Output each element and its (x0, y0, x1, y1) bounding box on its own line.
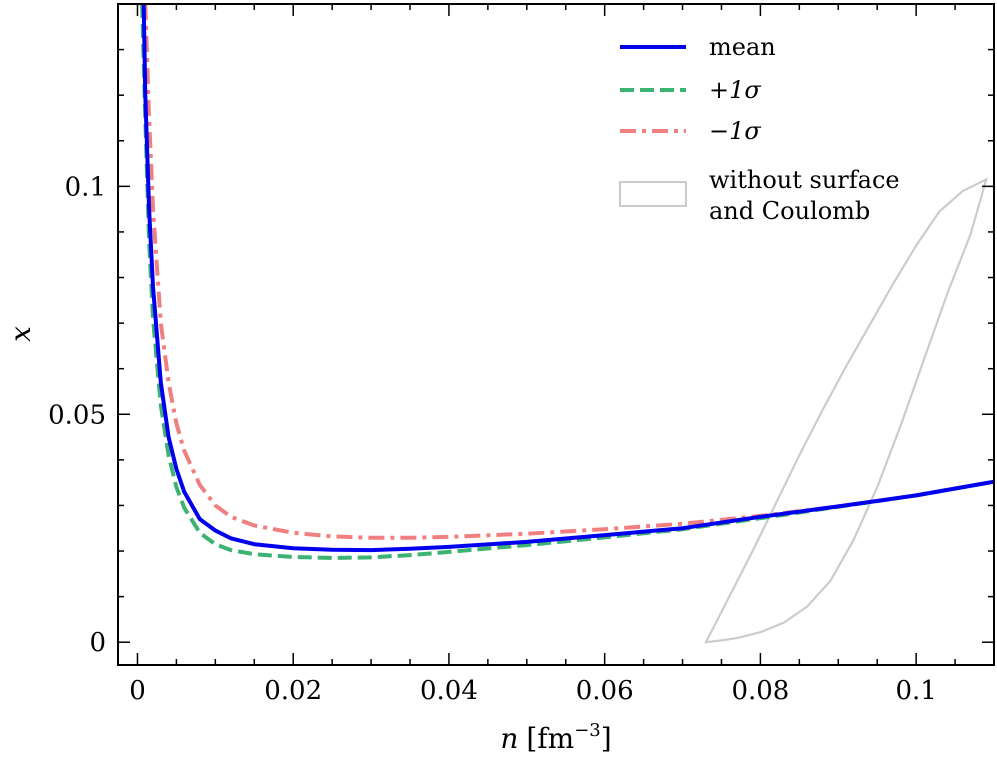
plot-area (140, 4, 994, 644)
x-axis-label-var: n (500, 722, 518, 755)
x-axis-label-unit: [fm (526, 722, 574, 755)
series-line-minus-1-sigma (143, 4, 994, 540)
x-tick-label: 0.1 (895, 676, 936, 706)
series-line-mean (141, 4, 994, 553)
series-line-plus-1-sigma (140, 4, 994, 560)
legend-region-label-line2: and Coulomb (709, 197, 870, 225)
y-tick-label: 0.1 (65, 172, 106, 202)
plot-frame (117, 3, 995, 666)
y-tick-label: 0 (89, 628, 106, 658)
tick-labels: 0 0.02 0.04 0.06 0.08 0.1 0 0.05 0.1 (48, 172, 937, 706)
region-without-surface-and-coulomb (703, 177, 988, 644)
y-axis-label: x (4, 326, 37, 342)
legend: mean +1σ −1σ without surface and Coulomb (619, 33, 900, 225)
legend-mean-label: mean (709, 33, 776, 61)
y-tick-label: 0.05 (48, 400, 106, 430)
x-axis-label: n [fm−3] (500, 720, 611, 755)
x-axis-label-close: ] (601, 722, 612, 755)
legend-region-label-line1: without surface (709, 166, 900, 194)
x-tick-label: 0.08 (731, 676, 789, 706)
legend-region-swatch (619, 181, 687, 207)
x-tick-label: 0.06 (576, 676, 634, 706)
x-tick-label: 0.04 (420, 676, 478, 706)
legend-minus-sigma-label: −1σ (709, 117, 761, 145)
x-tick-label: 0.02 (264, 676, 322, 706)
x-axis-label-exponent: −3 (574, 720, 601, 741)
legend-plus-sigma-label: +1σ (709, 76, 761, 104)
axis-ticks (118, 3, 995, 665)
x-tick-label: 0 (129, 676, 146, 706)
